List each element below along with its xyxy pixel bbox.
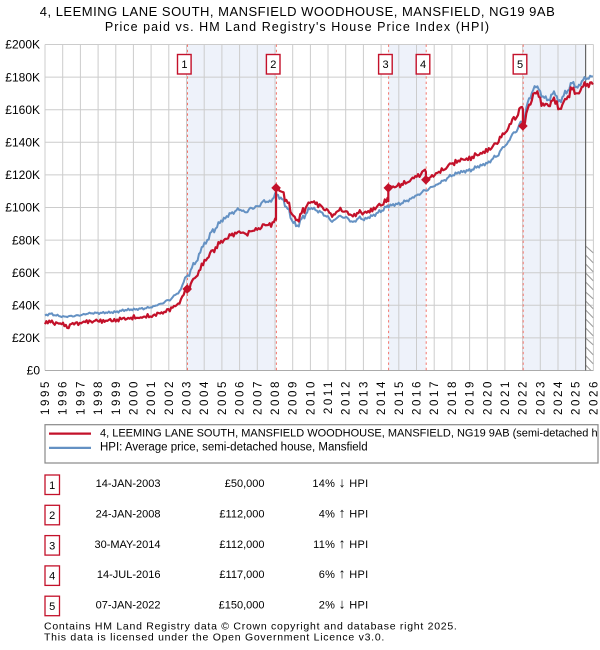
svg-text:2005: 2005 xyxy=(217,379,229,415)
svg-text:2004: 2004 xyxy=(199,379,211,415)
svg-text:24-JAN-2008: 24-JAN-2008 xyxy=(96,509,161,521)
svg-text:This data is licensed under th: This data is licensed under the Open Gov… xyxy=(44,632,385,644)
svg-text:2016: 2016 xyxy=(412,379,424,415)
svg-text:£117,000: £117,000 xyxy=(219,569,264,581)
svg-text:2011: 2011 xyxy=(323,379,335,414)
svg-text:£112,000: £112,000 xyxy=(219,539,264,551)
svg-text:2013: 2013 xyxy=(358,379,370,415)
svg-text:£60K: £60K xyxy=(12,266,40,280)
svg-text:07-JAN-2022: 07-JAN-2022 xyxy=(96,599,161,611)
svg-text:£80K: £80K xyxy=(12,233,40,247)
svg-text:£0: £0 xyxy=(27,364,41,378)
svg-text:4: 4 xyxy=(49,571,55,583)
svg-text:2: 2 xyxy=(49,510,55,522)
svg-text:2018: 2018 xyxy=(447,379,459,415)
svg-text:14% ↓ HPI: 14% ↓ HPI xyxy=(312,474,368,490)
svg-text:£200K: £200K xyxy=(5,38,40,52)
svg-text:4, LEEMING LANE SOUTH, MANSFIE: 4, LEEMING LANE SOUTH, MANSFIELD WOODHOU… xyxy=(40,4,556,19)
svg-text:£180K: £180K xyxy=(5,70,40,84)
svg-text:4, LEEMING LANE SOUTH, MANSFIE: 4, LEEMING LANE SOUTH, MANSFIELD WOODHOU… xyxy=(100,428,600,440)
svg-text:2022: 2022 xyxy=(518,379,530,415)
svg-text:30-MAY-2014: 30-MAY-2014 xyxy=(94,539,160,551)
svg-text:Price paid vs. HM Land Registr: Price paid vs. HM Land Registry's House … xyxy=(105,20,490,34)
svg-text:4% ↑ HPI: 4% ↑ HPI xyxy=(319,505,369,521)
svg-text:2024: 2024 xyxy=(553,379,565,415)
svg-text:3: 3 xyxy=(382,59,388,71)
svg-text:11% ↑ HPI: 11% ↑ HPI xyxy=(313,535,368,551)
svg-text:14-JAN-2003: 14-JAN-2003 xyxy=(96,478,161,490)
svg-text:2014: 2014 xyxy=(376,379,388,415)
svg-text:£120K: £120K xyxy=(5,168,40,182)
svg-text:2010: 2010 xyxy=(305,379,317,415)
svg-text:2006: 2006 xyxy=(235,379,247,415)
svg-text:1: 1 xyxy=(181,59,187,71)
svg-text:2026: 2026 xyxy=(588,379,600,415)
svg-text:2023: 2023 xyxy=(535,379,547,415)
svg-text:2008: 2008 xyxy=(270,379,282,415)
svg-text:3: 3 xyxy=(49,540,55,552)
svg-text:2019: 2019 xyxy=(465,379,477,415)
svg-text:£150,000: £150,000 xyxy=(219,599,265,611)
svg-text:2017: 2017 xyxy=(429,379,441,415)
svg-text:2002: 2002 xyxy=(164,379,176,415)
svg-text:2009: 2009 xyxy=(288,379,300,415)
svg-text:2020: 2020 xyxy=(482,379,494,415)
svg-text:14-JUL-2016: 14-JUL-2016 xyxy=(97,569,161,581)
svg-text:1995: 1995 xyxy=(40,379,52,415)
svg-text:2015: 2015 xyxy=(394,379,406,415)
svg-text:HPI: Average price, semi-detac: HPI: Average price, semi-detached house,… xyxy=(100,442,368,454)
svg-text:Contains HM Land Registry data: Contains HM Land Registry data © Crown c… xyxy=(44,621,458,633)
svg-text:1999: 1999 xyxy=(111,379,123,415)
svg-text:2: 2 xyxy=(270,59,276,71)
svg-text:2001: 2001 xyxy=(146,379,158,415)
svg-text:£112,000: £112,000 xyxy=(219,509,264,521)
svg-text:£50,000: £50,000 xyxy=(225,478,265,490)
svg-text:2% ↓ HPI: 2% ↓ HPI xyxy=(319,595,369,611)
svg-text:5: 5 xyxy=(49,601,55,613)
svg-text:2021: 2021 xyxy=(500,379,512,415)
svg-text:£160K: £160K xyxy=(5,103,40,117)
svg-text:2012: 2012 xyxy=(341,379,353,415)
svg-text:2000: 2000 xyxy=(128,379,140,415)
svg-text:£100K: £100K xyxy=(5,201,40,215)
svg-text:1: 1 xyxy=(49,480,55,492)
svg-text:2003: 2003 xyxy=(182,379,194,415)
svg-text:1998: 1998 xyxy=(93,379,105,415)
svg-text:4: 4 xyxy=(420,59,426,71)
svg-text:6% ↑ HPI: 6% ↑ HPI xyxy=(319,565,369,581)
svg-text:2025: 2025 xyxy=(571,379,583,415)
svg-text:1997: 1997 xyxy=(75,379,87,415)
svg-text:£20K: £20K xyxy=(12,331,40,345)
svg-text:1996: 1996 xyxy=(58,379,70,415)
svg-text:£140K: £140K xyxy=(5,136,40,150)
svg-text:5: 5 xyxy=(517,59,523,71)
svg-text:2007: 2007 xyxy=(252,379,264,415)
svg-text:£40K: £40K xyxy=(12,299,40,313)
